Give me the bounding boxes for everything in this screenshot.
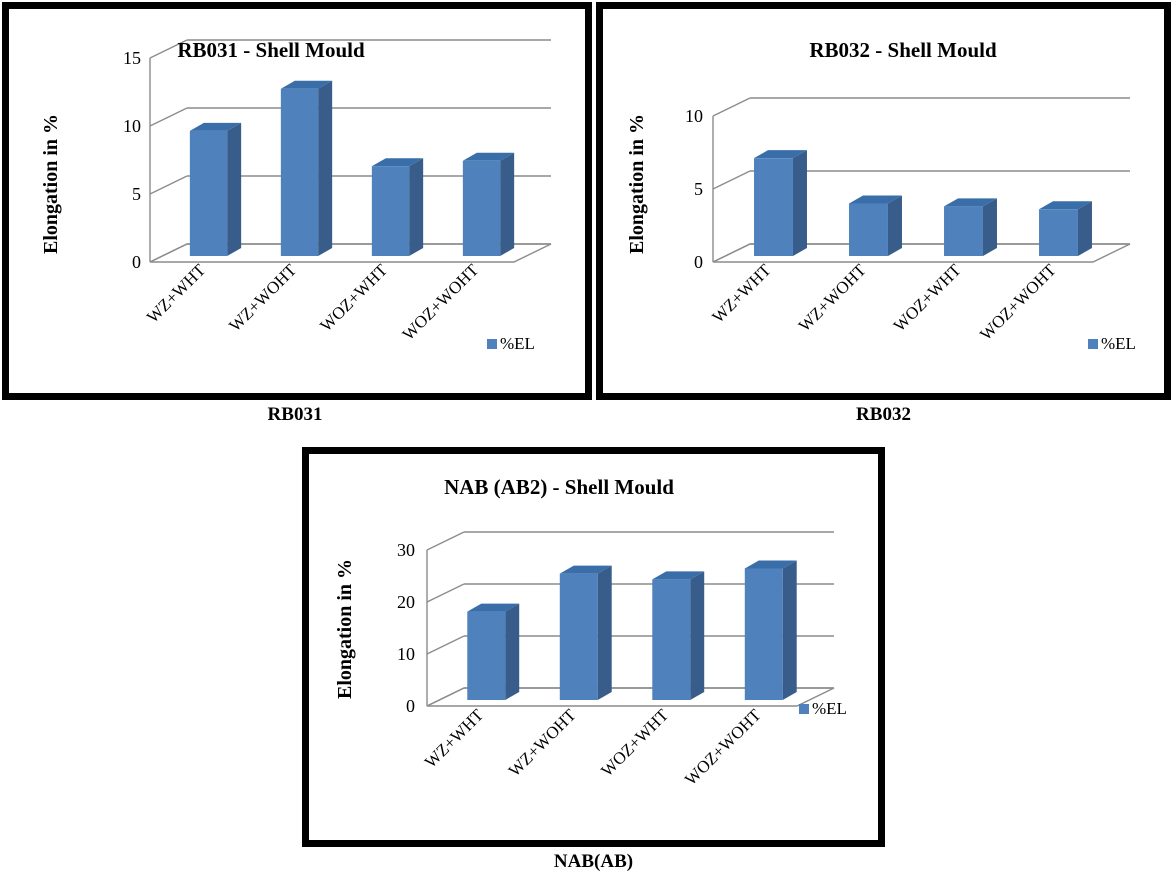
legend-label: %EL: [1101, 334, 1136, 353]
chart-title: RB032 - Shell Mould: [809, 38, 997, 62]
bar-side: [782, 560, 797, 700]
bar-side: [982, 198, 997, 256]
y-axis-label: Elongation in %: [334, 559, 356, 699]
bar-side: [887, 195, 902, 256]
chart-floor: [426, 687, 835, 707]
bar-top: [944, 198, 997, 207]
bar-side: [690, 571, 705, 700]
chart-panel-rb032: 0 5 10 RB032 - Shell Mould Elongation in % WZ…: [596, 2, 1171, 400]
bar-top: [467, 603, 520, 612]
legend-swatch: [487, 339, 497, 349]
y-axis-label: Elongation in %: [40, 114, 62, 254]
bar-side: [597, 565, 612, 700]
y-tick-label: 0: [406, 696, 415, 716]
bar-side: [409, 158, 424, 256]
category-label: WOZ+WOHT: [399, 260, 483, 344]
chart-nab: 0 10 20 30 NAB (AB2) - Shell Mould Elongation…: [334, 475, 847, 789]
gridline-side: [149, 175, 188, 195]
category-label: WOZ+WOHT: [976, 260, 1060, 344]
y-tick-label: 5: [694, 179, 703, 199]
legend-label: %EL: [500, 334, 535, 353]
category-label: WZ+WHT: [421, 705, 488, 772]
y-tick-label: 30: [397, 540, 415, 560]
gridline-side: [149, 39, 188, 59]
bar: [371, 166, 410, 256]
bar: [462, 160, 501, 256]
legend-swatch: [799, 704, 809, 714]
y-tick-label: 10: [397, 644, 415, 664]
bar-side: [1077, 201, 1092, 256]
chart-title: NAB (AB2) - Shell Mould: [444, 475, 674, 499]
bar: [652, 579, 691, 700]
chart-title: RB031 - Shell Mould: [177, 38, 365, 62]
category-label: WOZ+WHT: [597, 705, 672, 780]
legend-swatch: [1088, 339, 1098, 349]
bar: [559, 573, 598, 700]
bar: [467, 611, 506, 700]
bar-top: [849, 195, 902, 204]
y-tick-label: 10: [123, 116, 141, 136]
chart-rb031: 0 5 10 15 RB031 - Shell Mould Elongation in %…: [40, 38, 552, 353]
bar: [944, 206, 983, 256]
y-tick-label: 20: [397, 592, 415, 612]
category-label: WZ+WHT: [708, 260, 775, 327]
bar-side: [318, 80, 333, 256]
bar-top: [744, 560, 797, 569]
category-label: WZ+WOHT: [225, 260, 300, 335]
gridline-side: [712, 97, 751, 117]
category-label: WZ+WOHT: [795, 260, 870, 335]
caption-rb031: RB031: [267, 404, 323, 425]
gridline-side: [426, 531, 465, 551]
bar-side: [500, 152, 515, 256]
gridline-side: [149, 107, 188, 127]
y-tick-label: 0: [132, 252, 141, 272]
bar-top: [754, 150, 807, 159]
y-tick-label: 10: [685, 106, 703, 126]
bar: [1039, 209, 1078, 256]
bar-side: [505, 603, 520, 700]
caption-rb032: RB032: [856, 404, 911, 425]
bar: [744, 568, 783, 700]
bar-top: [280, 80, 333, 89]
bar-top: [462, 152, 515, 161]
chart-panel-nab: 0 10 20 30 NAB (AB2) - Shell Mould Elongation…: [302, 447, 885, 847]
y-axis-label: Elongation in %: [626, 114, 648, 254]
y-tick-label: 15: [123, 48, 141, 68]
bar: [849, 203, 888, 256]
gridline-side: [426, 583, 465, 603]
gridline-side: [426, 635, 465, 655]
category-label: WOZ+WHT: [890, 260, 965, 335]
y-tick-label: 5: [132, 184, 141, 204]
bar-top: [189, 122, 242, 131]
chart-floor: [712, 243, 1131, 263]
bar-top: [652, 571, 705, 580]
legend-label: %EL: [812, 699, 847, 718]
category-label: WOZ+WOHT: [681, 705, 765, 789]
bar-side: [227, 122, 242, 256]
chart-rb032: 0 5 10 RB032 - Shell Mould Elongation in % WZ…: [626, 38, 1136, 353]
category-label: WZ+WHT: [143, 260, 210, 327]
chart-panel-rb031: 0 5 10 15 RB031 - Shell Mould Elongation in %…: [2, 2, 592, 400]
bar-top: [371, 158, 424, 167]
bar-top: [1039, 201, 1092, 210]
category-label: WZ+WOHT: [505, 705, 580, 780]
bar-side: [792, 150, 807, 256]
chart-floor: [149, 243, 552, 263]
bar: [189, 130, 228, 256]
bar-top: [559, 565, 612, 574]
category-label: WOZ+WHT: [316, 260, 391, 335]
y-tick-label: 0: [694, 252, 703, 272]
gridline-side: [712, 170, 751, 190]
bar: [280, 88, 319, 256]
bar: [754, 158, 793, 256]
caption-nab: NAB(AB): [553, 851, 634, 872]
